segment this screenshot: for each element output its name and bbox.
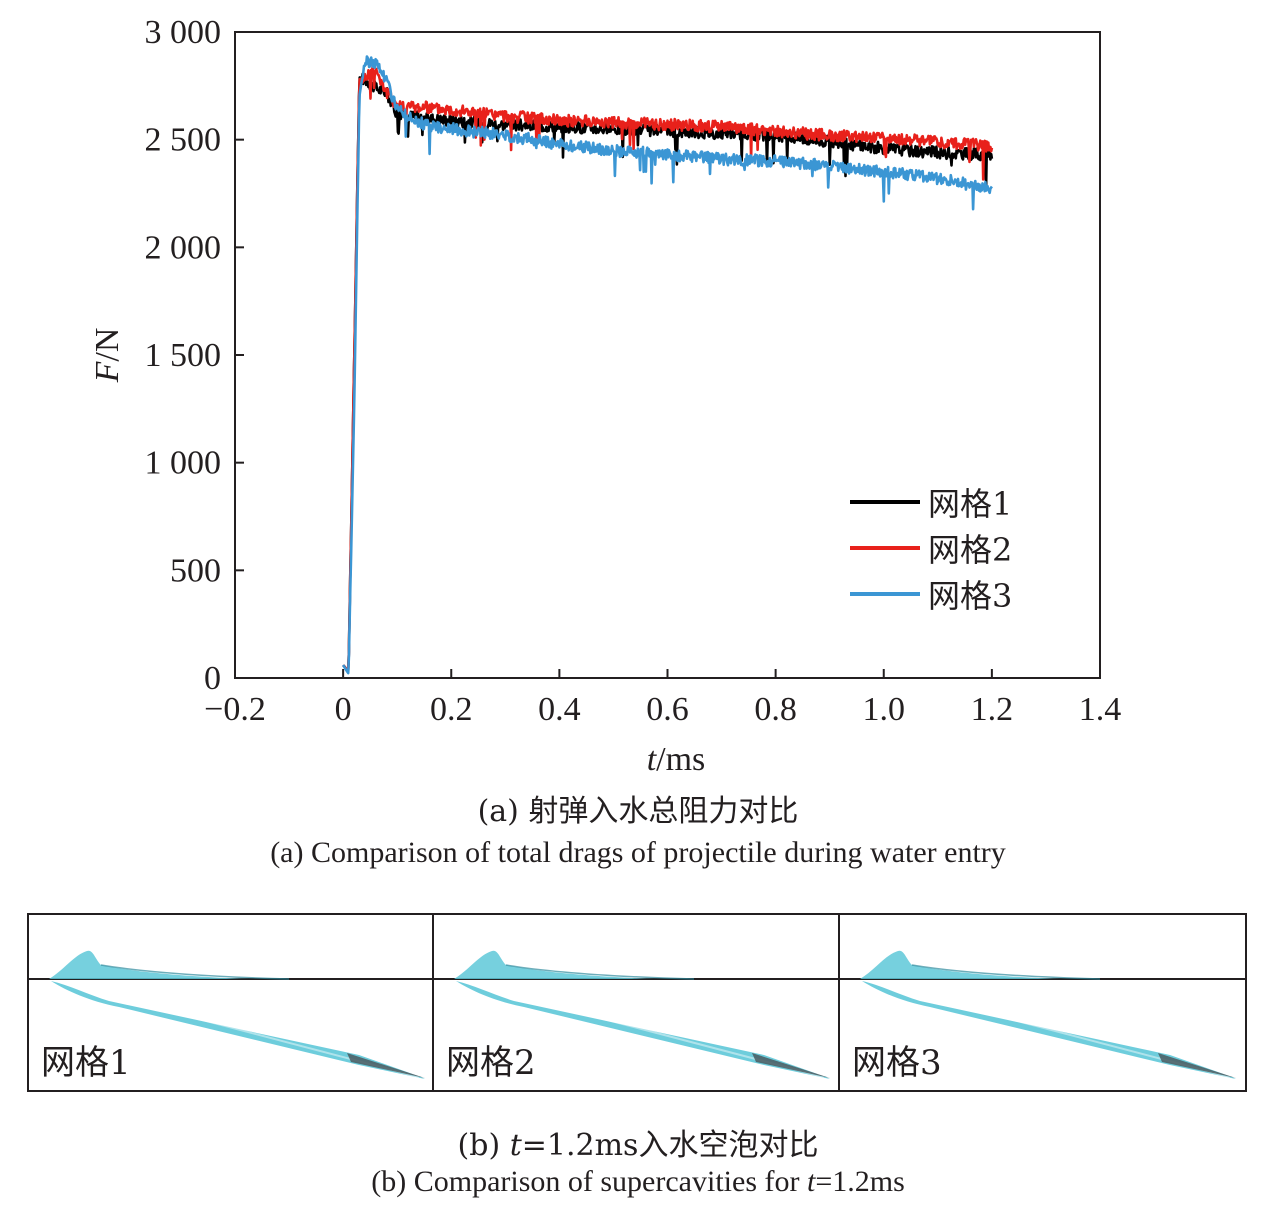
x-tick-label: 0.8 [754, 691, 797, 728]
plot-lines [342, 55, 994, 675]
y-tick-label: 0 [204, 660, 221, 697]
y-tick-label: 500 [170, 552, 221, 589]
x-tick-label: −0.2 [204, 691, 266, 728]
x-tick-label: 0.2 [430, 691, 473, 728]
series-line-3 [342, 55, 993, 675]
legend: 网格1 网格2 网格3 [850, 485, 1012, 615]
legend-label-3: 网格3 [928, 577, 1012, 615]
x-tick-label: 1.4 [1079, 691, 1122, 728]
series-line-2 [342, 64, 994, 673]
projectile [347, 1053, 425, 1078]
cavity-panel-2: 网格2 [432, 913, 840, 1092]
legend-label-2: 网格2 [928, 531, 1012, 569]
cavity-body [51, 981, 425, 1079]
caption-b-en: (b) Comparison of supercavities for t=1.… [371, 1165, 905, 1198]
caption-b-cn: (b) t=1.2ms入水空泡对比 [457, 1128, 819, 1163]
caption-a-en: (a) Comparison of total drags of project… [270, 836, 1006, 869]
x-tick-label: 1.0 [863, 691, 906, 728]
panel-label-3: 网格3 [852, 1043, 942, 1083]
y-tick-label: 2 500 [145, 122, 222, 159]
projectile [1158, 1053, 1236, 1078]
x-tick-label: 0 [335, 691, 352, 728]
cavity-panel-3: 网格3 [838, 913, 1247, 1092]
cavity-image-3 [840, 950, 1245, 1079]
y-tick-label: 1 000 [145, 445, 222, 482]
projectile [752, 1053, 830, 1078]
splash [860, 950, 1060, 979]
y-tick-label: 2 000 [145, 229, 222, 266]
cavity-panel-1: 网格1 [27, 913, 434, 1092]
y-axis-title: F/N [89, 328, 126, 384]
x-tick-label: 0.4 [538, 691, 581, 728]
splash [454, 950, 654, 979]
caption-a-cn: (a) 射弹入水总阻力对比 [477, 794, 799, 829]
legend-label-1: 网格1 [928, 485, 1012, 523]
cavity-body [456, 981, 830, 1079]
x-tick-label: 0.6 [646, 691, 689, 728]
splash [49, 950, 249, 979]
panel-label-2: 网格2 [446, 1043, 536, 1083]
cavity-image-2 [434, 950, 838, 1079]
x-tick-label: 1.2 [971, 691, 1014, 728]
cavity-body [862, 981, 1236, 1079]
series-line-1 [342, 72, 994, 673]
panel-label-1: 网格1 [41, 1043, 131, 1083]
y-tick-label: 3 000 [145, 14, 222, 51]
y-tick-label: 1 500 [145, 337, 222, 374]
x-axis-title: t/ms [647, 741, 706, 778]
cavity-image-1 [29, 950, 432, 1079]
